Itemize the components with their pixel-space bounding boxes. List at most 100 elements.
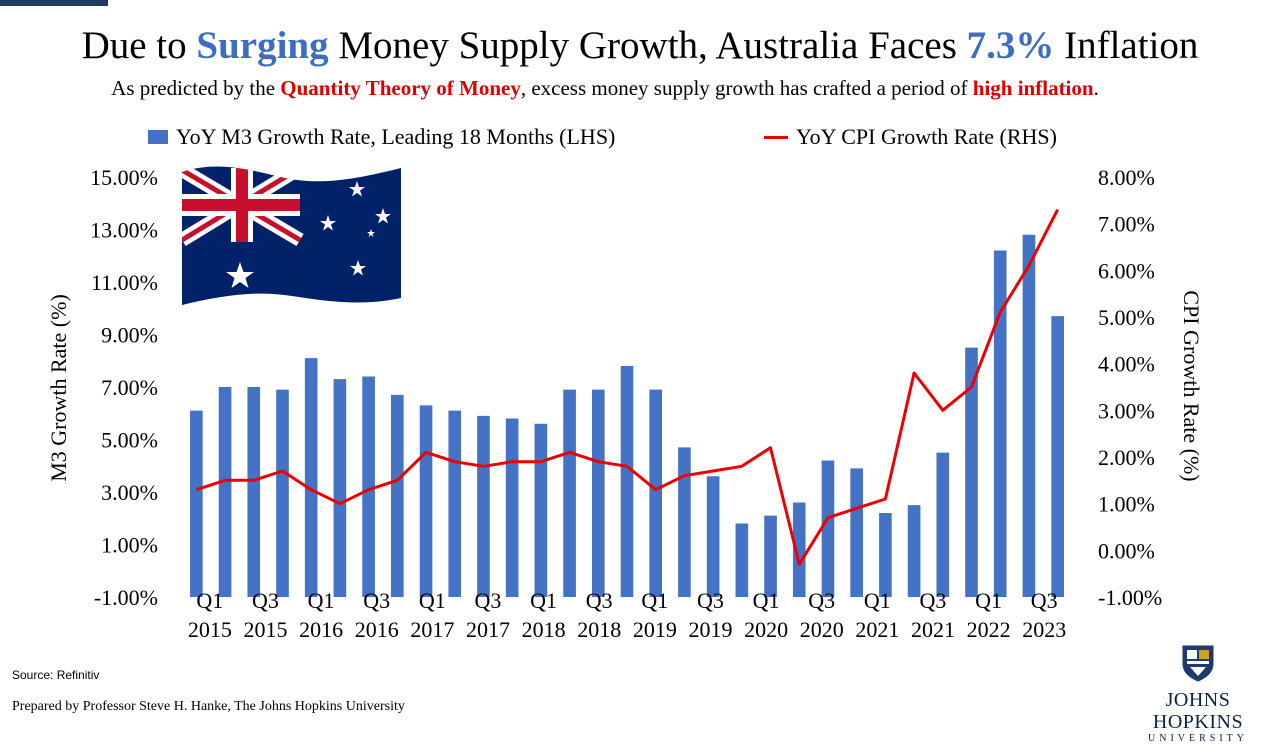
x-tick-year: 2017 bbox=[410, 617, 454, 642]
m3-bar bbox=[534, 423, 548, 597]
chart-subtitle: As predicted by the Quantity Theory of M… bbox=[0, 74, 1210, 102]
x-tick-quarter: Q1 bbox=[196, 588, 223, 613]
right-tick-label: 7.00% bbox=[1098, 212, 1155, 237]
chart-title: Due to Surging Money Supply Growth, Aust… bbox=[0, 22, 1280, 70]
m3-bar bbox=[821, 460, 835, 597]
x-tick-quarter: Q3 bbox=[808, 588, 835, 613]
legend-label-m3: YoY M3 Growth Rate, Leading 18 Months (L… bbox=[176, 124, 616, 149]
x-axis-labels: Q1 2015 Q3 2015 Q1 2016 Q3 2016 Q1 2017 Q3 2017 Q1 20… bbox=[188, 588, 1066, 642]
university-shield-icon bbox=[1182, 645, 1214, 682]
m3-bar bbox=[907, 505, 921, 597]
m3-bar bbox=[505, 418, 519, 597]
m3-bar bbox=[190, 410, 203, 597]
m3-bar bbox=[391, 394, 404, 597]
legend-swatch-line bbox=[764, 135, 788, 139]
m3-bar bbox=[993, 250, 1007, 597]
subtitle-highlight-inflation: high inflation bbox=[972, 76, 1094, 100]
right-tick-label: 8.00% bbox=[1098, 165, 1155, 190]
m3-bar bbox=[792, 502, 806, 597]
m3-bar bbox=[620, 366, 634, 597]
title-highlight-surging: Surging bbox=[196, 24, 329, 67]
legend-item-m3: YoY M3 Growth Rate, Leading 18 Months (L… bbox=[148, 120, 615, 154]
subtitle-text-2: , excess money supply growth has crafted… bbox=[520, 76, 973, 100]
chart-legend: YoY M3 Growth Rate, Leading 18 Months (L… bbox=[0, 120, 1280, 154]
x-tick-quarter: Q1 bbox=[753, 588, 780, 613]
cpi-line-group bbox=[195, 209, 1059, 566]
m3-bar bbox=[764, 515, 777, 597]
right-tick-label: 4.00% bbox=[1098, 352, 1155, 377]
m3-bar bbox=[591, 389, 605, 597]
cpi-line bbox=[195, 209, 1059, 566]
x-tick-quarter: Q1 bbox=[530, 588, 557, 613]
title-highlight-rate: 7.3% bbox=[966, 24, 1055, 67]
source-note: Source: Refinitiv bbox=[12, 668, 100, 682]
legend-item-cpi: YoY CPI Growth Rate (RHS) bbox=[764, 120, 1057, 154]
jhu-logo-name: JOHNS HOPKINS bbox=[1152, 689, 1244, 733]
left-tick-label: 7.00% bbox=[101, 375, 158, 400]
left-tick-label: 9.00% bbox=[101, 323, 158, 348]
x-tick-year: 2018 bbox=[522, 617, 566, 642]
x-tick-year: 2019 bbox=[688, 617, 732, 642]
m3-bar bbox=[936, 452, 950, 597]
m3-bar bbox=[563, 389, 576, 597]
x-tick-year: 2020 bbox=[800, 617, 844, 642]
x-tick-quarter: Q1 bbox=[308, 588, 335, 613]
australian-flag-icon bbox=[182, 166, 401, 305]
x-tick-year: 2016 bbox=[299, 617, 343, 642]
x-tick-quarter: Q1 bbox=[864, 588, 891, 613]
x-tick-quarter: Q3 bbox=[586, 588, 613, 613]
right-tick-label: 5.00% bbox=[1098, 305, 1155, 330]
m3-bar bbox=[1022, 234, 1036, 597]
x-tick-year: 2018 bbox=[577, 617, 621, 642]
x-tick-quarter: Q3 bbox=[252, 588, 279, 613]
x-tick-year: 2021 bbox=[911, 617, 955, 642]
x-tick-quarter: Q1 bbox=[975, 588, 1002, 613]
m3-bar bbox=[218, 387, 232, 597]
x-tick-quarter: Q3 bbox=[363, 588, 390, 613]
right-tick-label: 2.00% bbox=[1098, 445, 1155, 470]
m3-bar bbox=[419, 405, 433, 597]
right-tick-label: 6.00% bbox=[1098, 258, 1155, 283]
x-tick-quarter: Q3 bbox=[1031, 588, 1058, 613]
m3-bar bbox=[706, 476, 720, 597]
x-tick-year: 2016 bbox=[355, 617, 399, 642]
jhu-logo-sub: UNIVERSITY bbox=[1148, 733, 1248, 744]
left-tick-label: 15.00% bbox=[90, 165, 158, 190]
title-text-2: Money Supply Growth, Australia Faces bbox=[328, 24, 967, 67]
left-tick-label: 5.00% bbox=[101, 428, 158, 453]
x-tick-year: 2023 bbox=[1022, 617, 1066, 642]
m3-bar bbox=[333, 379, 347, 597]
m3-bar bbox=[850, 468, 863, 597]
m3-bar bbox=[965, 347, 978, 597]
left-tick-label: 11.00% bbox=[91, 270, 158, 295]
right-tick-label: 0.00% bbox=[1098, 538, 1155, 563]
x-tick-year: 2019 bbox=[633, 617, 677, 642]
x-tick-year: 2020 bbox=[744, 617, 788, 642]
m3-bars bbox=[190, 234, 1064, 597]
right-tick-label: 3.00% bbox=[1098, 398, 1155, 423]
x-tick-year: 2015 bbox=[188, 617, 232, 642]
left-tick-label: 1.00% bbox=[101, 533, 158, 558]
left-tick-label: 13.00% bbox=[90, 218, 158, 243]
top-accent-bar bbox=[0, 0, 108, 6]
x-tick-year: 2017 bbox=[466, 617, 510, 642]
m3-bar bbox=[448, 410, 462, 597]
m3-bar bbox=[247, 387, 261, 597]
x-tick-quarter: Q3 bbox=[474, 588, 501, 613]
subtitle-text-3: . bbox=[1093, 76, 1099, 100]
m3-bar bbox=[477, 415, 490, 597]
m3-bar bbox=[649, 389, 663, 597]
left-tick-label: 3.00% bbox=[101, 480, 158, 505]
m3-bar bbox=[735, 523, 749, 597]
right-tick-label: 1.00% bbox=[1098, 492, 1155, 517]
left-tick-label: -1.00% bbox=[94, 585, 158, 610]
x-tick-quarter: Q1 bbox=[641, 588, 668, 613]
left-axis-title: M3 Growth Rate (%) bbox=[46, 294, 71, 482]
x-tick-year: 2015 bbox=[243, 617, 287, 642]
m3-bar bbox=[304, 358, 318, 597]
m3-bar bbox=[362, 376, 375, 597]
jhu-logo: JOHNS HOPKINS UNIVERSITY bbox=[1124, 644, 1272, 745]
x-tick-year: 2022 bbox=[967, 617, 1011, 642]
title-text-1: Due to bbox=[81, 24, 197, 67]
right-tick-label: -1.00% bbox=[1098, 585, 1162, 610]
